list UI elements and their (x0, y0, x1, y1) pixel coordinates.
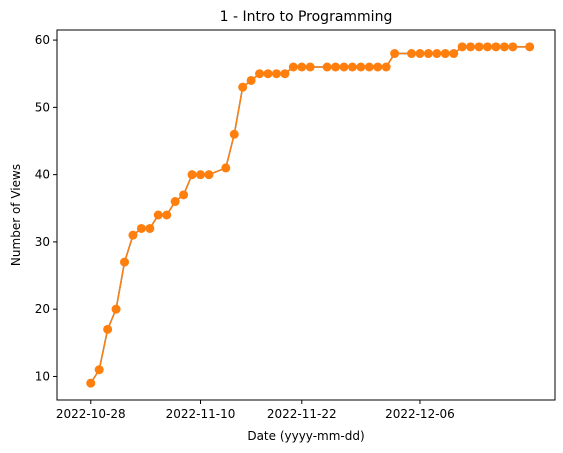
data-point (423, 49, 433, 59)
y-tick-label: 50 (35, 100, 50, 114)
y-tick-label: 30 (35, 235, 50, 249)
data-point (111, 304, 121, 314)
data-point (297, 62, 307, 72)
y-tick-label: 20 (35, 302, 50, 316)
data-point (94, 365, 104, 375)
data-point (238, 82, 248, 92)
y-axis-label: Number of Views (9, 164, 23, 266)
data-point (221, 163, 231, 173)
data-point (491, 42, 501, 52)
data-point (440, 49, 450, 59)
data-point (356, 62, 366, 72)
y-tick-label: 40 (35, 168, 50, 182)
x-axis-ticks: 2022-10-28 2022-11-10 2022-11-22 2022-12-06 (56, 400, 455, 421)
data-point (525, 42, 535, 52)
data-point (482, 42, 492, 52)
data-point (339, 62, 349, 72)
data-point (204, 170, 214, 180)
data-point (288, 62, 298, 72)
data-point (187, 170, 197, 180)
data-point (364, 62, 374, 72)
data-point (128, 230, 138, 240)
chart-title: 1 - Intro to Programming (220, 9, 393, 25)
data-point (322, 62, 332, 72)
y-axis-ticks: 10 20 30 40 50 60 (35, 33, 57, 383)
data-point (474, 42, 484, 52)
x-tick-label: 2022-10-28 (56, 407, 126, 421)
data-point (263, 69, 273, 79)
data-point (381, 62, 391, 72)
data-point (103, 324, 113, 334)
data-point (280, 69, 290, 79)
data-point (145, 223, 155, 233)
plot-frame (56, 29, 556, 401)
x-axis-label: Date (yyyy-mm-dd) (247, 429, 364, 443)
data-point (86, 378, 96, 388)
y-tick-label: 10 (35, 369, 50, 383)
data-point (229, 129, 239, 139)
data-point (120, 257, 130, 267)
data-point (508, 42, 518, 52)
data-point (407, 49, 417, 59)
data-point (255, 69, 265, 79)
data-point (305, 62, 315, 72)
data-point (390, 49, 400, 59)
data-point (432, 49, 442, 59)
data-point (466, 42, 476, 52)
data-point (331, 62, 341, 72)
data-point (373, 62, 383, 72)
data-point (457, 42, 467, 52)
data-point (170, 197, 180, 207)
data-point (162, 210, 172, 220)
data-point (246, 75, 256, 85)
x-tick-label: 2022-11-10 (166, 407, 236, 421)
data-point (179, 190, 189, 200)
y-tick-label: 60 (35, 33, 50, 47)
x-tick-label: 2022-11-22 (267, 407, 337, 421)
data-point (415, 49, 425, 59)
data-point (153, 210, 163, 220)
data-point (195, 170, 205, 180)
data-point (271, 69, 281, 79)
data-point (136, 223, 146, 233)
x-tick-label: 2022-12-06 (385, 407, 455, 421)
data-point (499, 42, 509, 52)
data-point (347, 62, 357, 72)
data-point (449, 49, 459, 59)
